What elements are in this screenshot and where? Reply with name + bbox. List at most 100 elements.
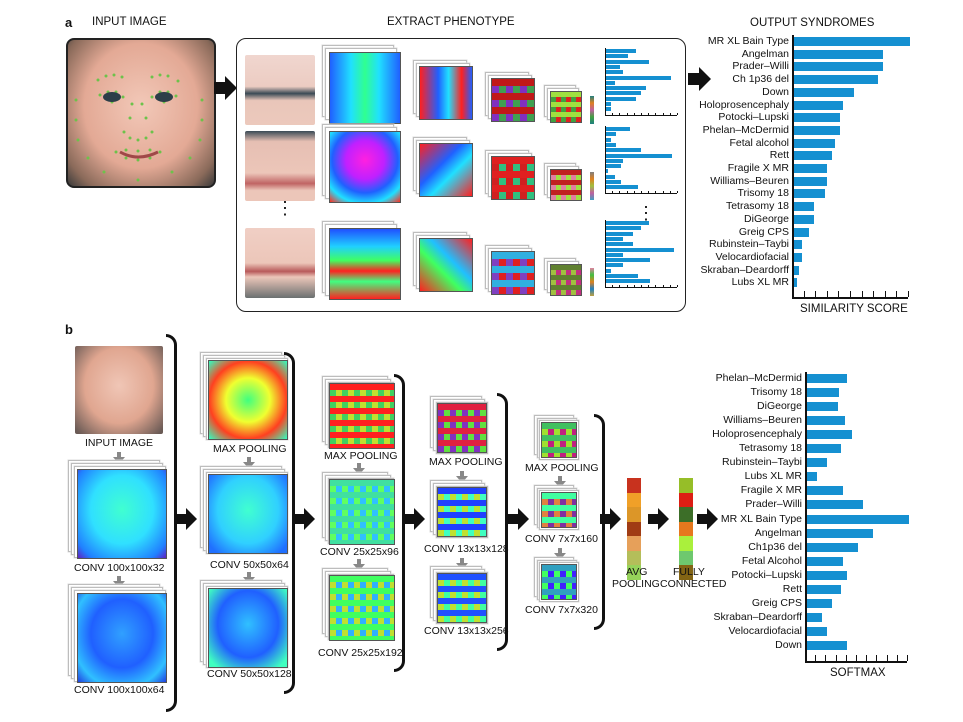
category-label: Williams–Beuren (723, 414, 802, 427)
mini-bar (606, 54, 629, 59)
mini-bar (606, 127, 630, 131)
mini-bar (606, 70, 624, 75)
category-label: Velocardiofacial (715, 250, 789, 263)
fully-connected-vector (679, 478, 693, 580)
feature-map-stack (68, 584, 168, 684)
mini-bar (606, 268, 612, 273)
x-tick (908, 291, 909, 297)
layer-label: MAX POOLING (324, 450, 398, 462)
category-label: Rubinstein–Taybi (722, 456, 802, 469)
layer-label: CONV 50x50x64 (210, 559, 289, 571)
mini-tick (677, 112, 678, 115)
avg-pooling-cell (627, 550, 641, 565)
feature-map-stack (544, 85, 584, 125)
feature-map-stack (544, 258, 584, 298)
bar (806, 500, 863, 510)
bar (793, 252, 802, 262)
mini-tick (633, 112, 635, 115)
feature-map-stack (485, 245, 535, 295)
down-arrow-icon (554, 476, 566, 488)
mini-bar (606, 231, 633, 236)
bar (806, 514, 909, 524)
category-label: Fragile X MR (740, 484, 802, 497)
mini-tick (662, 284, 664, 287)
x-tick (866, 655, 868, 661)
category-label: Potocki–Lupski (718, 111, 789, 124)
bar (793, 164, 828, 173)
x-tick (815, 291, 817, 297)
category-label: Potocki–Lupski (731, 568, 802, 581)
fully-connected-cell (679, 492, 693, 507)
bar (806, 374, 848, 383)
mini-tick (662, 190, 664, 193)
bar (806, 542, 858, 552)
mini-tick (619, 190, 621, 193)
layer-label: MAX POOLING (429, 456, 503, 468)
bar (793, 214, 815, 224)
fully-connected-cell (679, 478, 693, 493)
x-tick (896, 291, 898, 297)
down-arrow-icon (243, 457, 255, 469)
x-tick (838, 291, 840, 297)
mini-tick (626, 284, 628, 287)
extract-phenotype-label: EXTRACT PHENOTYPE (387, 16, 515, 28)
mini-y-axis (605, 126, 606, 194)
feature-vector (590, 96, 594, 124)
category-label: Trisomy 18 (737, 187, 789, 200)
feature-map-stack (200, 352, 290, 442)
avg-pooling-cell (627, 521, 641, 536)
bar (806, 472, 817, 482)
mini-tick (677, 284, 678, 287)
mini-bar (606, 137, 612, 142)
bar (793, 138, 836, 148)
feature-map-stack (322, 221, 402, 301)
mini-bar (606, 142, 617, 147)
category-label: Prader–Willi (745, 498, 802, 511)
category-label: Down (775, 638, 802, 651)
mini-bar (606, 86, 646, 91)
x-tick (884, 291, 886, 297)
x-axis-label: SIMILARITY SCORE (800, 303, 908, 315)
mini-tick (619, 284, 621, 287)
category-label: Greig CPS (751, 596, 802, 609)
feature-map-stack (485, 72, 535, 122)
avg-pooling-cell (627, 478, 641, 493)
bar (806, 444, 842, 454)
avg-pooling-label-2: POOLING (612, 578, 660, 590)
category-label: Lubs XL MR (744, 470, 802, 483)
category-label: Lubs XL MR (731, 276, 789, 289)
x-axis-line (805, 661, 907, 663)
mini-bar (606, 279, 650, 284)
category-label: DiGeorge (744, 212, 789, 225)
mini-tick (633, 284, 635, 287)
fully-connected-cell (679, 550, 693, 565)
down-arrow-icon (456, 471, 468, 483)
bar (806, 528, 873, 538)
feature-map-stack (322, 124, 402, 204)
mini-bar (606, 102, 612, 106)
bar (806, 570, 848, 580)
bar (806, 612, 822, 622)
group-bracket (166, 334, 177, 712)
category-label: Prader–Willi (732, 60, 789, 73)
category-label: Trisomy 18 (750, 386, 802, 399)
feature-vector (590, 268, 594, 296)
x-tick (861, 291, 863, 297)
bar (793, 227, 809, 237)
arrow-right-icon (697, 508, 718, 530)
category-label: Fragile X MR (727, 162, 789, 174)
arrow-right-icon (176, 508, 197, 530)
mini-tick (626, 112, 628, 115)
feature-map-stack (430, 396, 490, 456)
panel-b-letter: b (65, 322, 73, 337)
category-label: Ch 1p36 del (732, 73, 789, 86)
mini-tick (648, 284, 650, 287)
mini-bar (606, 158, 624, 163)
face-crop-mouth (245, 228, 315, 298)
x-tick (826, 291, 828, 297)
mini-bar (606, 169, 609, 174)
category-label: Ch1p36 del (748, 540, 802, 553)
mini-bar (606, 221, 650, 225)
bar (793, 100, 844, 110)
fully-connected-label-2: CONNECTED (660, 578, 727, 590)
